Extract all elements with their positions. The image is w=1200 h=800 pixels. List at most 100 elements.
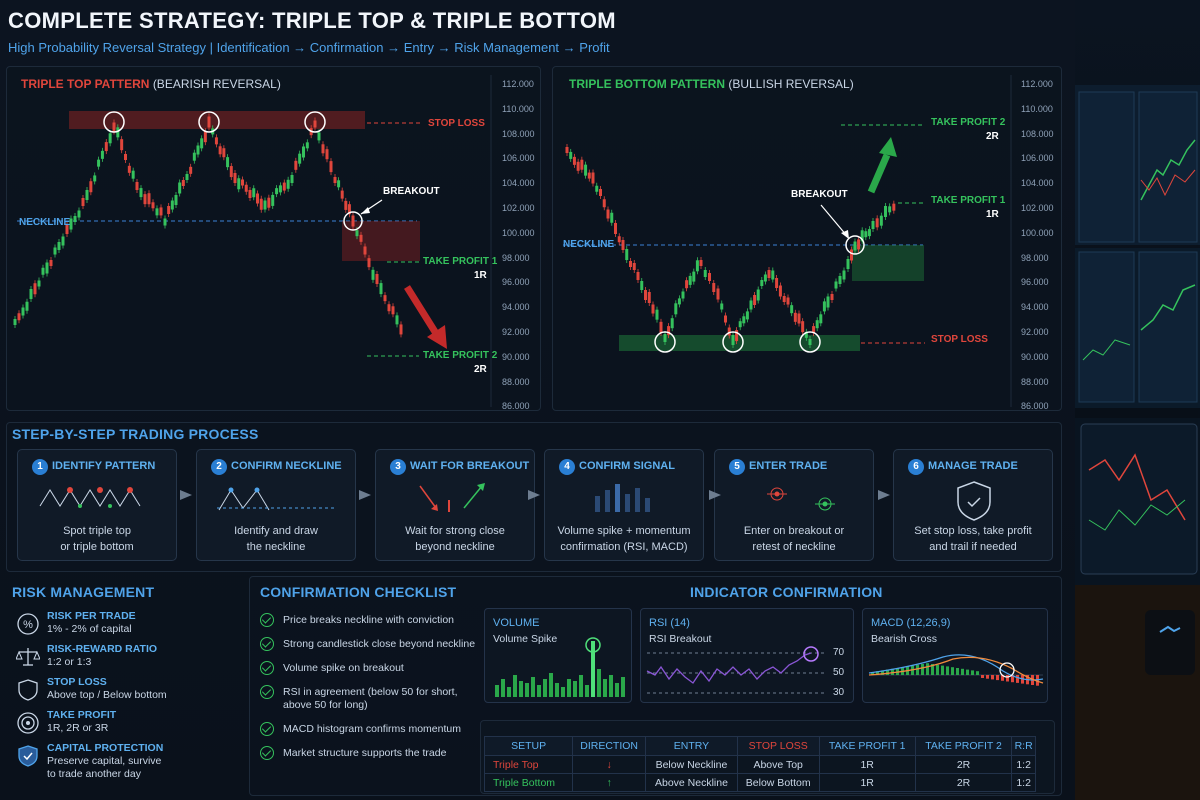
- candle: [77, 210, 81, 218]
- price-tick: 94.000: [502, 302, 530, 313]
- price-tick: 96.000: [502, 277, 530, 288]
- candle: [104, 142, 108, 152]
- pattern-icon: [39, 487, 141, 508]
- step-desc: Enter on breakout or retest of neckline: [743, 525, 845, 553]
- macd-hist-bar: [886, 669, 889, 675]
- background-photo: [1075, 0, 1200, 800]
- cell-tp1: 1R: [818, 755, 916, 774]
- candle: [731, 335, 735, 345]
- candle: [655, 309, 659, 320]
- candle: [282, 182, 286, 191]
- volume-bar: [597, 669, 601, 697]
- candle: [685, 280, 689, 289]
- candle: [819, 314, 823, 324]
- candle: [651, 304, 655, 314]
- step-label: CONFIRM NECKLINE: [231, 460, 342, 472]
- volume-bar: [591, 641, 595, 697]
- candle: [237, 178, 241, 190]
- cell-stop: Above Top: [736, 755, 820, 774]
- candle: [286, 179, 290, 189]
- candle: [756, 289, 760, 301]
- step-6-card: 6 MANAGE TRADE Set stop loss, take profi…: [893, 449, 1053, 561]
- shield-icon: [957, 481, 991, 521]
- candle: [367, 258, 371, 268]
- candle: [53, 247, 57, 255]
- macd-hist-bar: [926, 663, 929, 675]
- price-tick: 102.000: [1021, 203, 1054, 213]
- candle: [163, 218, 167, 226]
- candle: [21, 307, 25, 316]
- candle: [256, 193, 259, 204]
- risk-item: TAKE PROFIT 1R, 2R or 3R: [16, 709, 241, 741]
- tt-peak-3-marker: [304, 111, 326, 133]
- candle: [677, 298, 681, 305]
- candle: [298, 153, 302, 164]
- cell-tp2: 2R: [914, 755, 1013, 774]
- shield-check-icon: [18, 745, 38, 767]
- table-row: Triple Top ↓ Below Neckline Above Top 1R…: [483, 755, 1036, 774]
- step-label: ENTER TRADE: [749, 460, 828, 472]
- candle: [192, 152, 196, 161]
- candle: [112, 122, 116, 132]
- candle: [41, 267, 45, 275]
- risk-item: CAPITAL PROTECTION Preserve capital, sur…: [16, 742, 241, 786]
- candle: [647, 292, 651, 303]
- tb-entry-zone: [852, 245, 924, 281]
- macd-hist-bar: [981, 675, 984, 678]
- volume-bar: [621, 677, 625, 697]
- candle: [229, 166, 233, 178]
- step-desc: Set stop loss, take profit and trail if …: [914, 525, 1032, 553]
- step-1-card: 1 IDENTIFY PATTERN Spot triple top or tr…: [17, 449, 177, 561]
- macd-hist-bar: [1006, 675, 1009, 682]
- risk-label: RISK-REWARD RATIO: [47, 643, 158, 655]
- chevron-right-icon: [180, 490, 192, 500]
- rsi-panel: RSI (14) RSI Breakout 70 50 30: [640, 608, 854, 703]
- price-tick: 102.000: [502, 203, 535, 213]
- macd-hist-bar: [991, 675, 994, 680]
- candle: [294, 160, 298, 170]
- candle: [178, 182, 182, 194]
- check-icon: [260, 637, 274, 651]
- checklist-text: RSI in agreement (below 50 for short, ab…: [283, 686, 458, 711]
- volume-bar: [549, 673, 553, 697]
- candle: [753, 295, 757, 305]
- macd-plot: [868, 654, 1044, 686]
- cell-setup: Triple Bottom: [483, 773, 574, 792]
- macd-hist-bar: [931, 664, 934, 675]
- step-number: 1: [32, 459, 48, 475]
- checklist-text: Strong candlestick close beyond neckline: [283, 638, 476, 650]
- step-number: 4: [559, 459, 575, 475]
- candle: [610, 212, 614, 223]
- candle: [745, 311, 749, 320]
- tb-tp2-r: 2R: [986, 131, 999, 142]
- page-title: COMPLETE STRATEGY: TRIPLE TOP & TRIPLE B…: [8, 8, 616, 33]
- target-icon: [17, 712, 39, 734]
- tb-bottom-2-marker: [722, 331, 744, 353]
- risk-value: 1:2 or 1:3: [47, 656, 92, 668]
- macd-hist-bar: [921, 664, 924, 675]
- candle: [699, 260, 703, 266]
- risk-label: RISK PER TRADE: [47, 610, 136, 622]
- candle: [214, 137, 218, 145]
- candle: [351, 215, 355, 227]
- step-label: WAIT FOR BREAKOUT: [410, 460, 530, 472]
- step-label: MANAGE TRADE: [928, 460, 1018, 472]
- tb-stop-loss-label: STOP LOSS: [931, 334, 988, 345]
- check-icon: [260, 613, 274, 627]
- candle: [846, 259, 850, 269]
- macd-hist-bar: [936, 664, 939, 675]
- candle: [681, 291, 685, 299]
- candle: [185, 174, 189, 180]
- tb-breakout-pointer: [820, 204, 848, 237]
- candle: [37, 280, 41, 287]
- volume-bar: [603, 679, 607, 697]
- candle: [391, 306, 395, 315]
- candle: [712, 283, 716, 292]
- candle: [196, 145, 200, 155]
- candle: [763, 274, 767, 282]
- price-tick: 86.000: [1021, 401, 1049, 412]
- col-rr: R:R: [1011, 736, 1036, 756]
- macd-hist-bar: [871, 672, 874, 675]
- candle: [695, 260, 699, 272]
